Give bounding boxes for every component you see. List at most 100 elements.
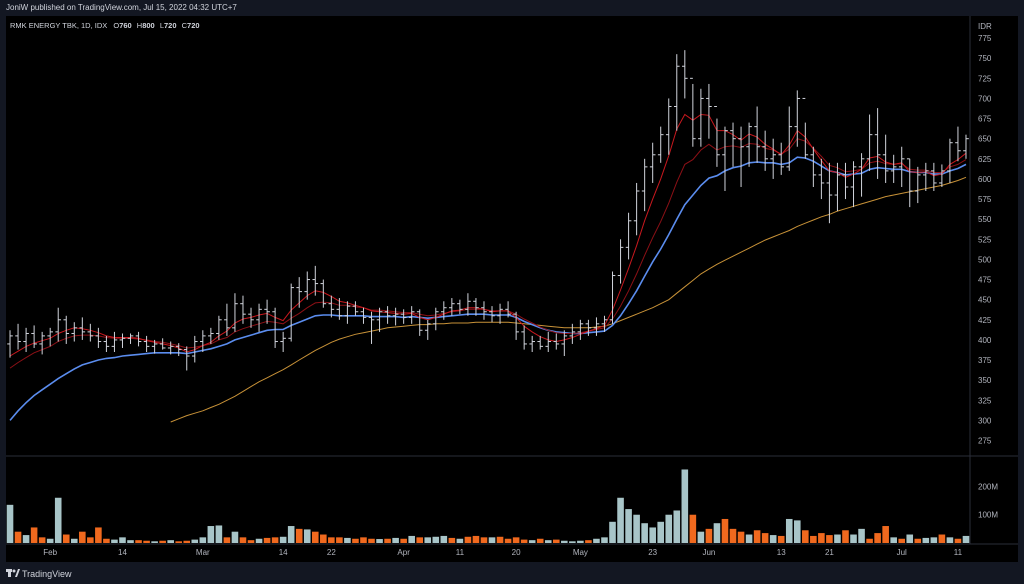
ohlc-bar: [906, 158, 913, 208]
ohlc-bar: [633, 182, 640, 236]
ohlc-bar: [641, 158, 648, 212]
volume-bar: [143, 540, 150, 543]
ohlc-bar: [794, 90, 801, 147]
ohlc-bar: [103, 335, 110, 352]
ohlc-bar: [127, 333, 134, 344]
volume-bar: [488, 537, 496, 543]
volume-bar: [271, 537, 279, 543]
sma-50-line: [170, 176, 967, 423]
legend-low-label: L: [160, 21, 164, 30]
volume-bar: [810, 535, 817, 543]
tradingview-logo-icon[interactable]: [6, 568, 20, 578]
volume-bar: [376, 539, 383, 543]
ohlc-bar: [288, 283, 294, 342]
ohlc-bars: [7, 50, 969, 371]
ohlc-bar: [947, 138, 953, 183]
time-tick-label: 11: [954, 548, 963, 557]
price-tick-label: 425: [978, 316, 992, 325]
ohlc-bar: [328, 295, 335, 318]
volume-bar: [191, 539, 199, 543]
volume-bar: [22, 535, 30, 543]
volume-bar: [954, 538, 962, 543]
price-tick-label: 675: [978, 115, 992, 124]
ohlc-bar: [698, 88, 704, 147]
ohlc-bar: [31, 325, 37, 348]
volume-bar: [874, 533, 881, 543]
volume-bar: [311, 531, 319, 543]
ohlc-bar: [746, 122, 752, 167]
volume-bar: [480, 537, 488, 543]
volume-bar: [183, 540, 191, 543]
chart-frame[interactable]: IDR 275 300 325 350 375 400 425 450 475 500 525 550…: [6, 16, 1018, 562]
volume-bar: [906, 534, 914, 543]
volume-bar: [938, 534, 946, 543]
ohlc-bar: [71, 322, 78, 342]
ohlc-bar: [577, 319, 584, 340]
price-tick-label: 450: [978, 296, 992, 305]
price-tick-label: 550: [978, 215, 992, 224]
price-axis[interactable]: IDR 275 300 325 350 375 400 425 450 475 500 525 550…: [978, 22, 992, 446]
ohlc-bar: [408, 306, 415, 324]
volume-bar: [456, 538, 464, 543]
time-tick-label: Jun: [702, 548, 715, 557]
volume-bar: [890, 537, 897, 543]
volume-bar: [593, 538, 600, 543]
legend-close-value: 720: [187, 21, 200, 30]
volume-bar: [62, 534, 70, 543]
ohlc-bar: [481, 301, 487, 320]
volume-bar: [127, 540, 134, 543]
time-tick-label: 14: [279, 548, 288, 557]
time-tick-label: May: [573, 548, 588, 557]
ohlc-bar: [802, 97, 809, 159]
volume-bar: [70, 538, 78, 543]
volume-bar: [175, 541, 183, 543]
volume-bar: [87, 537, 94, 543]
ohlc-bar: [842, 162, 849, 200]
volume-bar: [705, 528, 713, 543]
volume-bar: [745, 534, 753, 543]
symbol-legend: RMK ENERGY TBK, 1D, IDX O760 H800 L720 C…: [10, 21, 200, 30]
time-tick-label: Jul: [897, 548, 907, 557]
ohlc-bar: [882, 134, 889, 183]
volume-bar: [753, 530, 761, 543]
ohlc-bar: [497, 303, 503, 324]
ohlc-bar: [457, 299, 463, 315]
volume-bar: [729, 528, 737, 543]
volume-bar: [946, 537, 954, 543]
volume-axis: 100M 200M: [978, 482, 998, 519]
ohlc-bar: [939, 164, 945, 187]
ohlc-bar: [23, 327, 29, 352]
ohlc-bar: [87, 323, 94, 342]
ohlc-bar: [449, 298, 455, 316]
volume-bar: [247, 540, 255, 543]
tradingview-brand-label: TradingView: [22, 569, 72, 579]
ohlc-bar: [95, 327, 102, 348]
time-axis[interactable]: Feb 14 Mar 14 22 Apr 11 20 May 23 Jun 13 21 Jul 11: [43, 548, 962, 557]
price-tick-label: 625: [978, 155, 992, 164]
volume-bar: [826, 535, 833, 543]
volume-bar: [818, 533, 825, 543]
ohlc-bar: [47, 327, 53, 347]
published-by-text: JoniW published on TradingView.com, Jul …: [6, 3, 237, 12]
volume-bar: [303, 529, 311, 543]
volume-bar: [601, 537, 608, 543]
ohlc-bar: [183, 346, 190, 371]
ohlc-bar: [111, 331, 118, 352]
price-tick-label: 700: [978, 94, 992, 103]
ohlc-bar: [304, 271, 311, 300]
price-tick-label: 400: [978, 336, 992, 345]
ohlc-bar: [473, 298, 479, 316]
volume-bar: [625, 509, 632, 543]
volume-bar: [496, 536, 504, 543]
volume-bar: [54, 497, 62, 543]
volume-bar: [930, 537, 938, 543]
ohlc-bar: [344, 301, 351, 324]
volume-bar: [793, 520, 801, 543]
svg-text:RMK ENERGY TBK, 1D, IDX: RMK ENERGY TBK, 1D, IDX O760 H800 L720 C…: [10, 21, 200, 30]
ohlc-bar: [786, 106, 793, 171]
ohlc-bar: [240, 295, 246, 324]
volume-bar: [360, 537, 367, 543]
volume-bar: [544, 540, 552, 543]
volume-bar: [657, 521, 665, 543]
price-chart[interactable]: IDR 275 300 325 350 375 400 425 450 475 500 525 550…: [6, 16, 1018, 562]
